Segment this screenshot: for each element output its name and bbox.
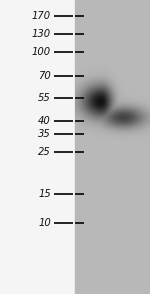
Text: 15: 15 [38, 189, 51, 199]
Bar [0, 0, 75, 294]
Text: 70: 70 [38, 71, 51, 81]
Text: 100: 100 [32, 47, 51, 57]
Text: 35: 35 [38, 129, 51, 139]
Text: 10: 10 [38, 218, 51, 228]
Text: 25: 25 [38, 147, 51, 157]
Text: 130: 130 [32, 29, 51, 39]
Bar [75, 0, 150, 294]
Text: 55: 55 [38, 93, 51, 103]
Text: 170: 170 [32, 11, 51, 21]
Text: 40: 40 [38, 116, 51, 126]
